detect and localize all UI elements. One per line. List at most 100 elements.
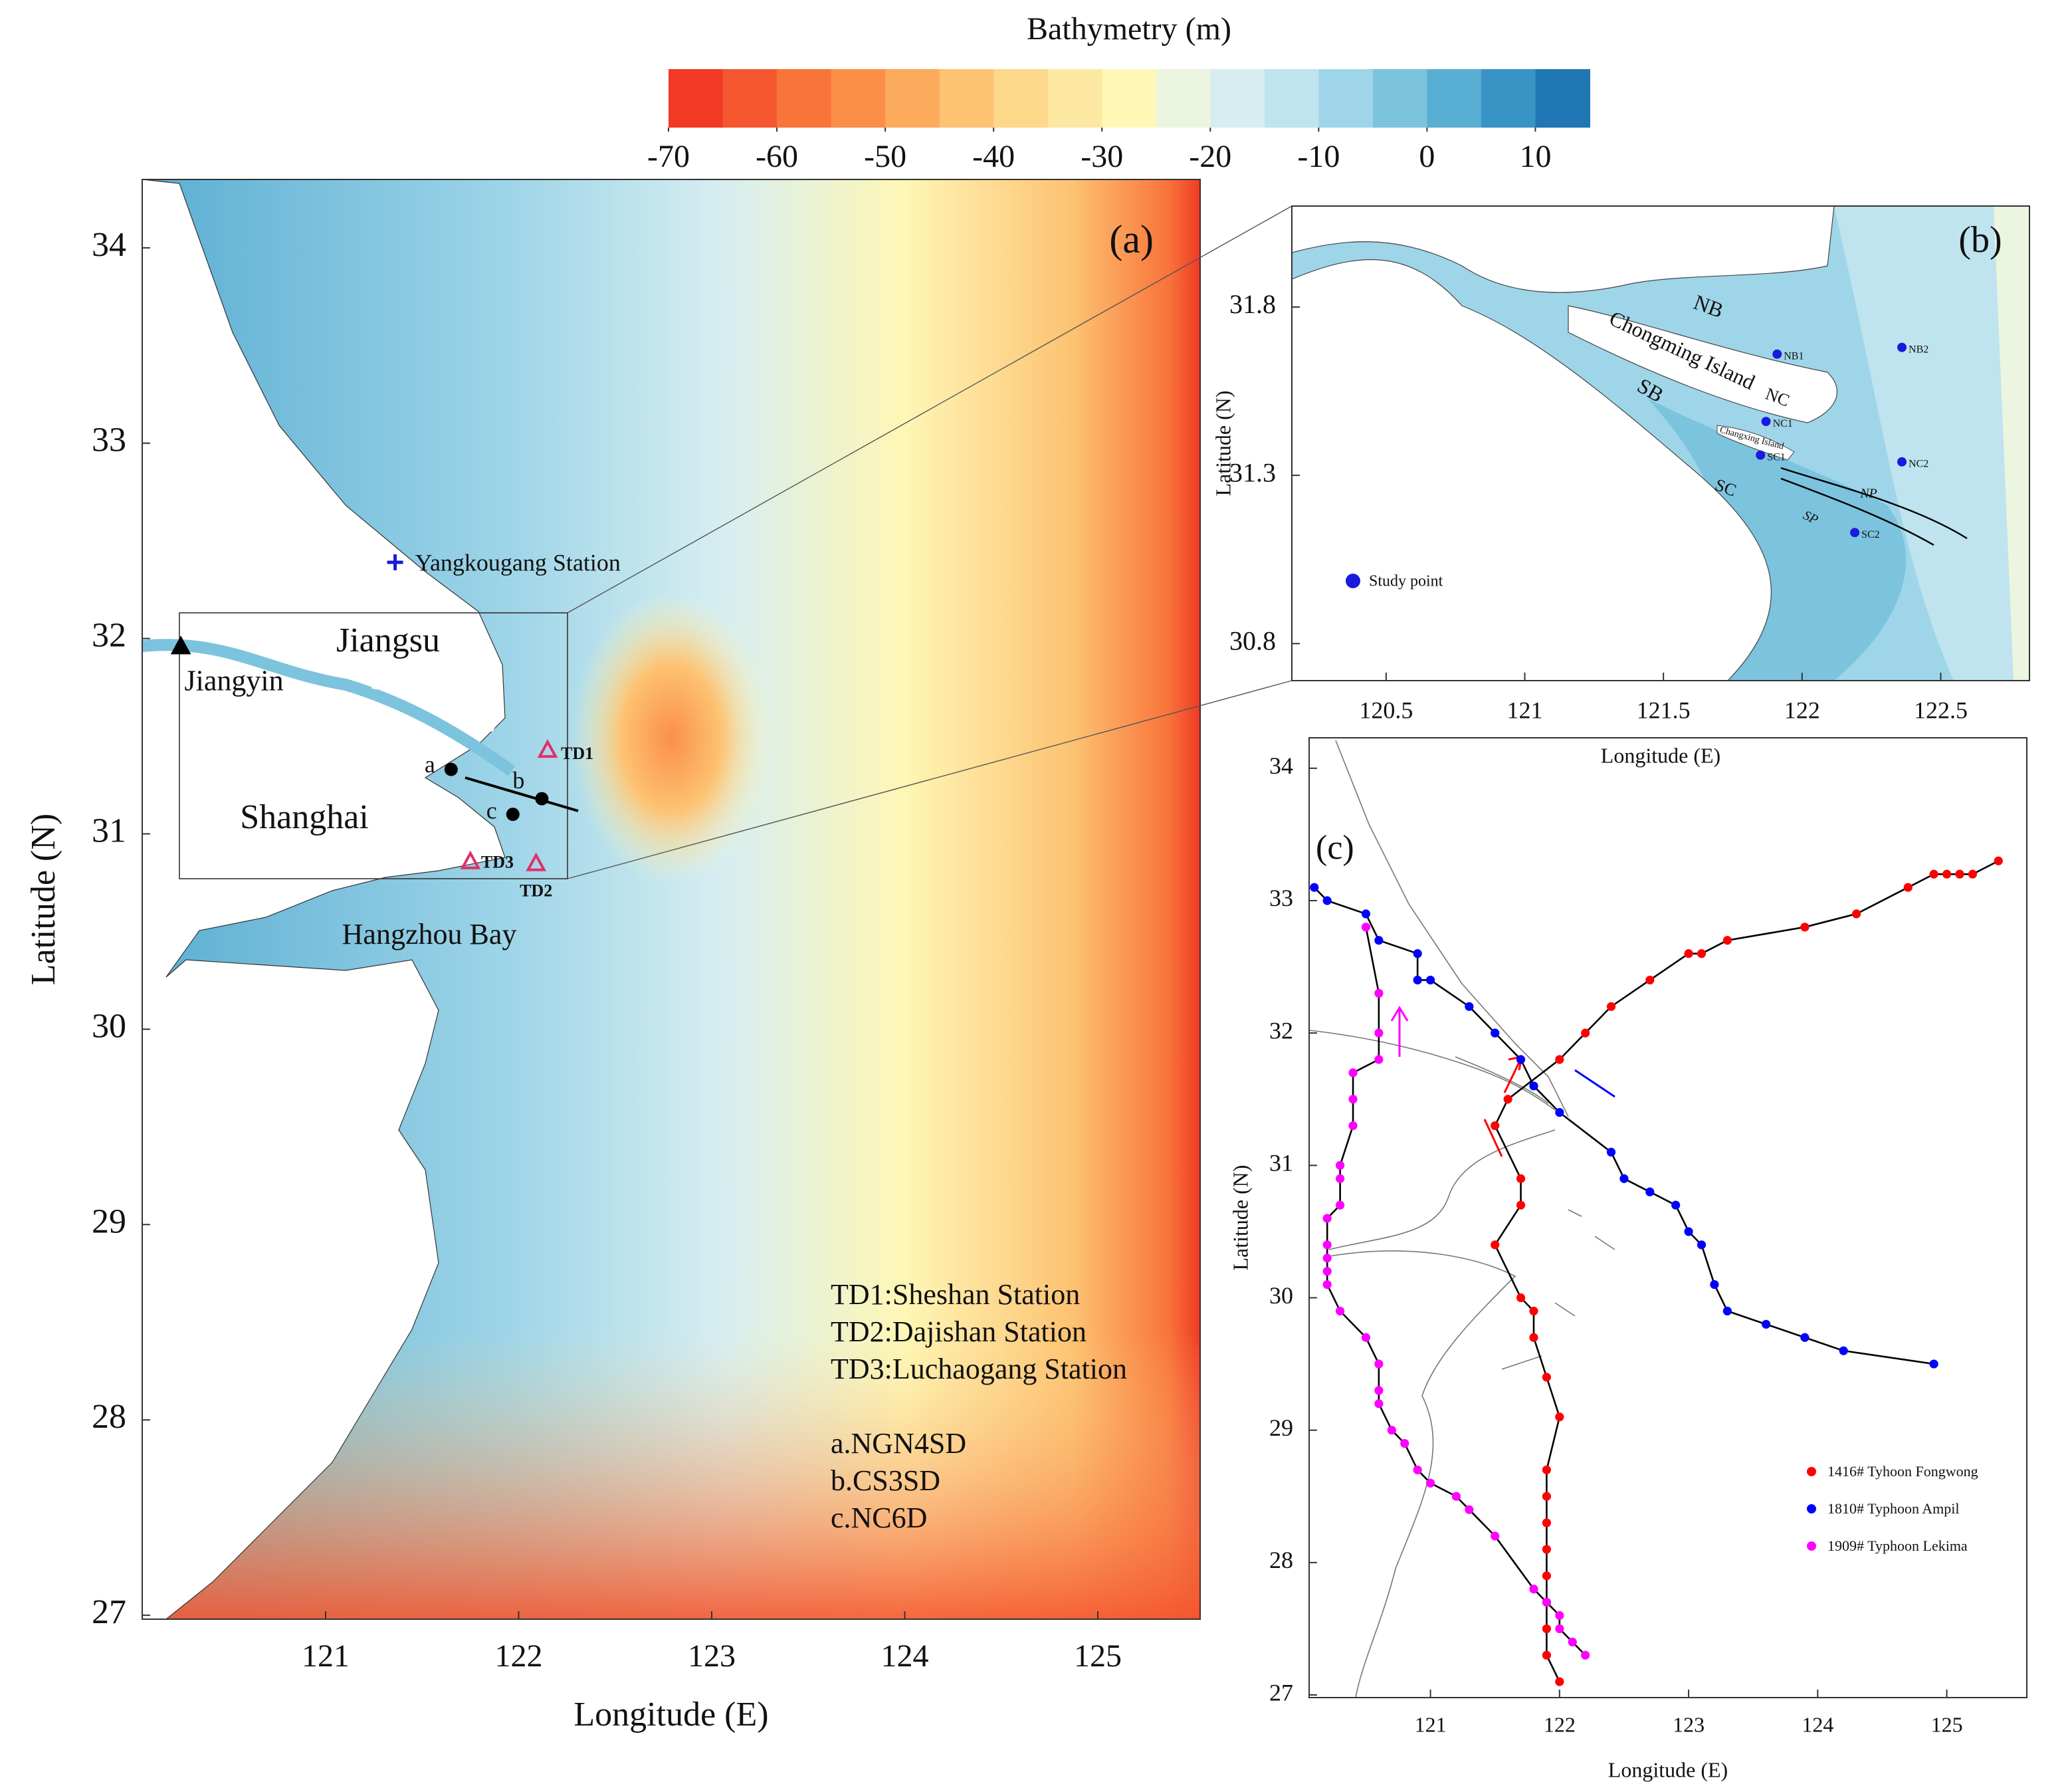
point <box>387 554 403 571</box>
x-tick-label: 123 <box>1673 1712 1705 1736</box>
y-tick-label: 31.3 <box>1229 457 1276 487</box>
station-note: a.NGN4SD <box>831 1427 966 1460</box>
track-point <box>1336 1200 1345 1210</box>
track-point <box>1400 1438 1409 1448</box>
track-point <box>1542 1571 1552 1581</box>
track-point <box>1581 1650 1590 1660</box>
track-point <box>1348 1068 1358 1077</box>
point <box>444 762 458 776</box>
track-point <box>1503 1095 1512 1104</box>
y-tick-label: 30 <box>92 1007 126 1045</box>
track-point <box>1606 1147 1616 1157</box>
point-label: Yangkougang Station <box>415 549 621 576</box>
colorbar-swatch <box>993 69 1049 128</box>
x-tick-label: 121.5 <box>1637 697 1691 723</box>
track-point <box>1374 936 1384 945</box>
x-tick-label: 122 <box>1784 697 1820 723</box>
track-point <box>1413 949 1422 958</box>
point <box>535 792 549 806</box>
track-point <box>1348 1121 1358 1131</box>
track-point <box>1800 1333 1810 1342</box>
track-point <box>1387 1426 1396 1435</box>
y-tick-label: 33 <box>92 421 126 459</box>
track-point <box>1451 1492 1461 1501</box>
point-label: b <box>512 767 524 794</box>
track-point <box>1348 1095 1358 1104</box>
point <box>170 635 191 655</box>
annotation: Shanghai <box>240 798 369 836</box>
colorbar-swatch <box>1102 69 1157 128</box>
track-point <box>1529 1585 1538 1594</box>
arrow <box>1483 1119 1503 1157</box>
colorbar-tick-label: -20 <box>1189 139 1231 174</box>
point-label: TD2 <box>520 881 552 901</box>
track-point <box>1684 949 1693 958</box>
annotation: Hangzhou Bay <box>342 918 517 950</box>
track-point <box>1491 1531 1500 1541</box>
point-label: NC1 <box>1773 418 1793 429</box>
track-point <box>1542 1518 1552 1527</box>
colorbar-swatch <box>1047 69 1103 128</box>
x-tick-label: 125 <box>1074 1638 1122 1674</box>
colorbar-swatch <box>1210 69 1265 128</box>
track-point <box>1336 1161 1345 1170</box>
legend-label: 1909# Typhoon Lekima <box>1827 1537 1968 1554</box>
legend-label: Study point <box>1369 573 1443 590</box>
annotation: Jiangsu <box>336 621 440 659</box>
track-point <box>1542 1492 1552 1501</box>
track-point <box>1491 1028 1500 1038</box>
y-tick-label: 34 <box>1269 752 1293 779</box>
x-tick-label: 122 <box>1544 1712 1576 1736</box>
track-point <box>1322 1214 1332 1223</box>
x-tick-label: 121 <box>1415 1712 1447 1736</box>
track-point <box>1491 1121 1500 1131</box>
point-label: SC1 <box>1767 451 1786 463</box>
point-label: NB2 <box>1909 344 1928 355</box>
legend-label: 1810# Typhoon Ampil <box>1827 1500 1960 1517</box>
connector <box>567 680 1293 879</box>
track-point <box>1516 1055 1526 1064</box>
colorbar-swatch <box>939 69 995 128</box>
x-tick-label: 124 <box>1802 1712 1833 1736</box>
y-axis-label: Latitude (N) <box>1228 1165 1252 1270</box>
track-point <box>1839 1346 1848 1355</box>
point-label: SC2 <box>1861 529 1880 540</box>
track-point <box>1322 1267 1332 1276</box>
annotation: (b) <box>1958 219 2002 261</box>
y-tick-label: 32 <box>92 617 126 655</box>
x-tick-label: 125 <box>1931 1712 1963 1736</box>
colorbar-swatch <box>1427 69 1482 128</box>
x-tick-label: 123 <box>688 1638 736 1674</box>
x-axis-label: Longitude (E) <box>1601 743 1720 767</box>
legend-marker <box>1346 574 1360 588</box>
colorbar-swatch <box>1481 69 1536 128</box>
x-tick-label: 121 <box>302 1638 350 1674</box>
track-point <box>1568 1637 1577 1646</box>
track-line <box>1494 860 1999 1682</box>
track-point <box>1555 1108 1564 1117</box>
station-note: TD1:Sheshan Station <box>831 1278 1080 1311</box>
axes-frame <box>1308 737 2027 1698</box>
track-point <box>1516 1200 1526 1210</box>
annotation: (c) <box>1316 829 1354 867</box>
colorbar-swatch <box>885 69 940 128</box>
point-label: TD1 <box>561 744 593 763</box>
point <box>1772 349 1782 359</box>
colorbar-swatch <box>1156 69 1211 128</box>
colorbar-title: Bathymetry (m) <box>1027 11 1231 47</box>
track-point <box>1374 1028 1384 1038</box>
station-note: b.CS3SD <box>831 1464 940 1497</box>
track-point <box>1929 869 1938 879</box>
track-point <box>1425 1478 1435 1488</box>
track-point <box>1336 1174 1345 1183</box>
point-label: TD3 <box>481 853 514 872</box>
track-point <box>1942 869 1952 879</box>
x-axis-label: Longitude (E) <box>1608 1757 1728 1781</box>
colorbar-tick-label: -60 <box>756 139 798 174</box>
track-point <box>1374 1055 1384 1064</box>
track-point <box>1542 1545 1552 1554</box>
point-label: Jiangyin <box>185 665 284 697</box>
track-point <box>1529 1306 1538 1316</box>
y-tick-label: 29 <box>1269 1414 1293 1441</box>
point <box>537 738 558 758</box>
